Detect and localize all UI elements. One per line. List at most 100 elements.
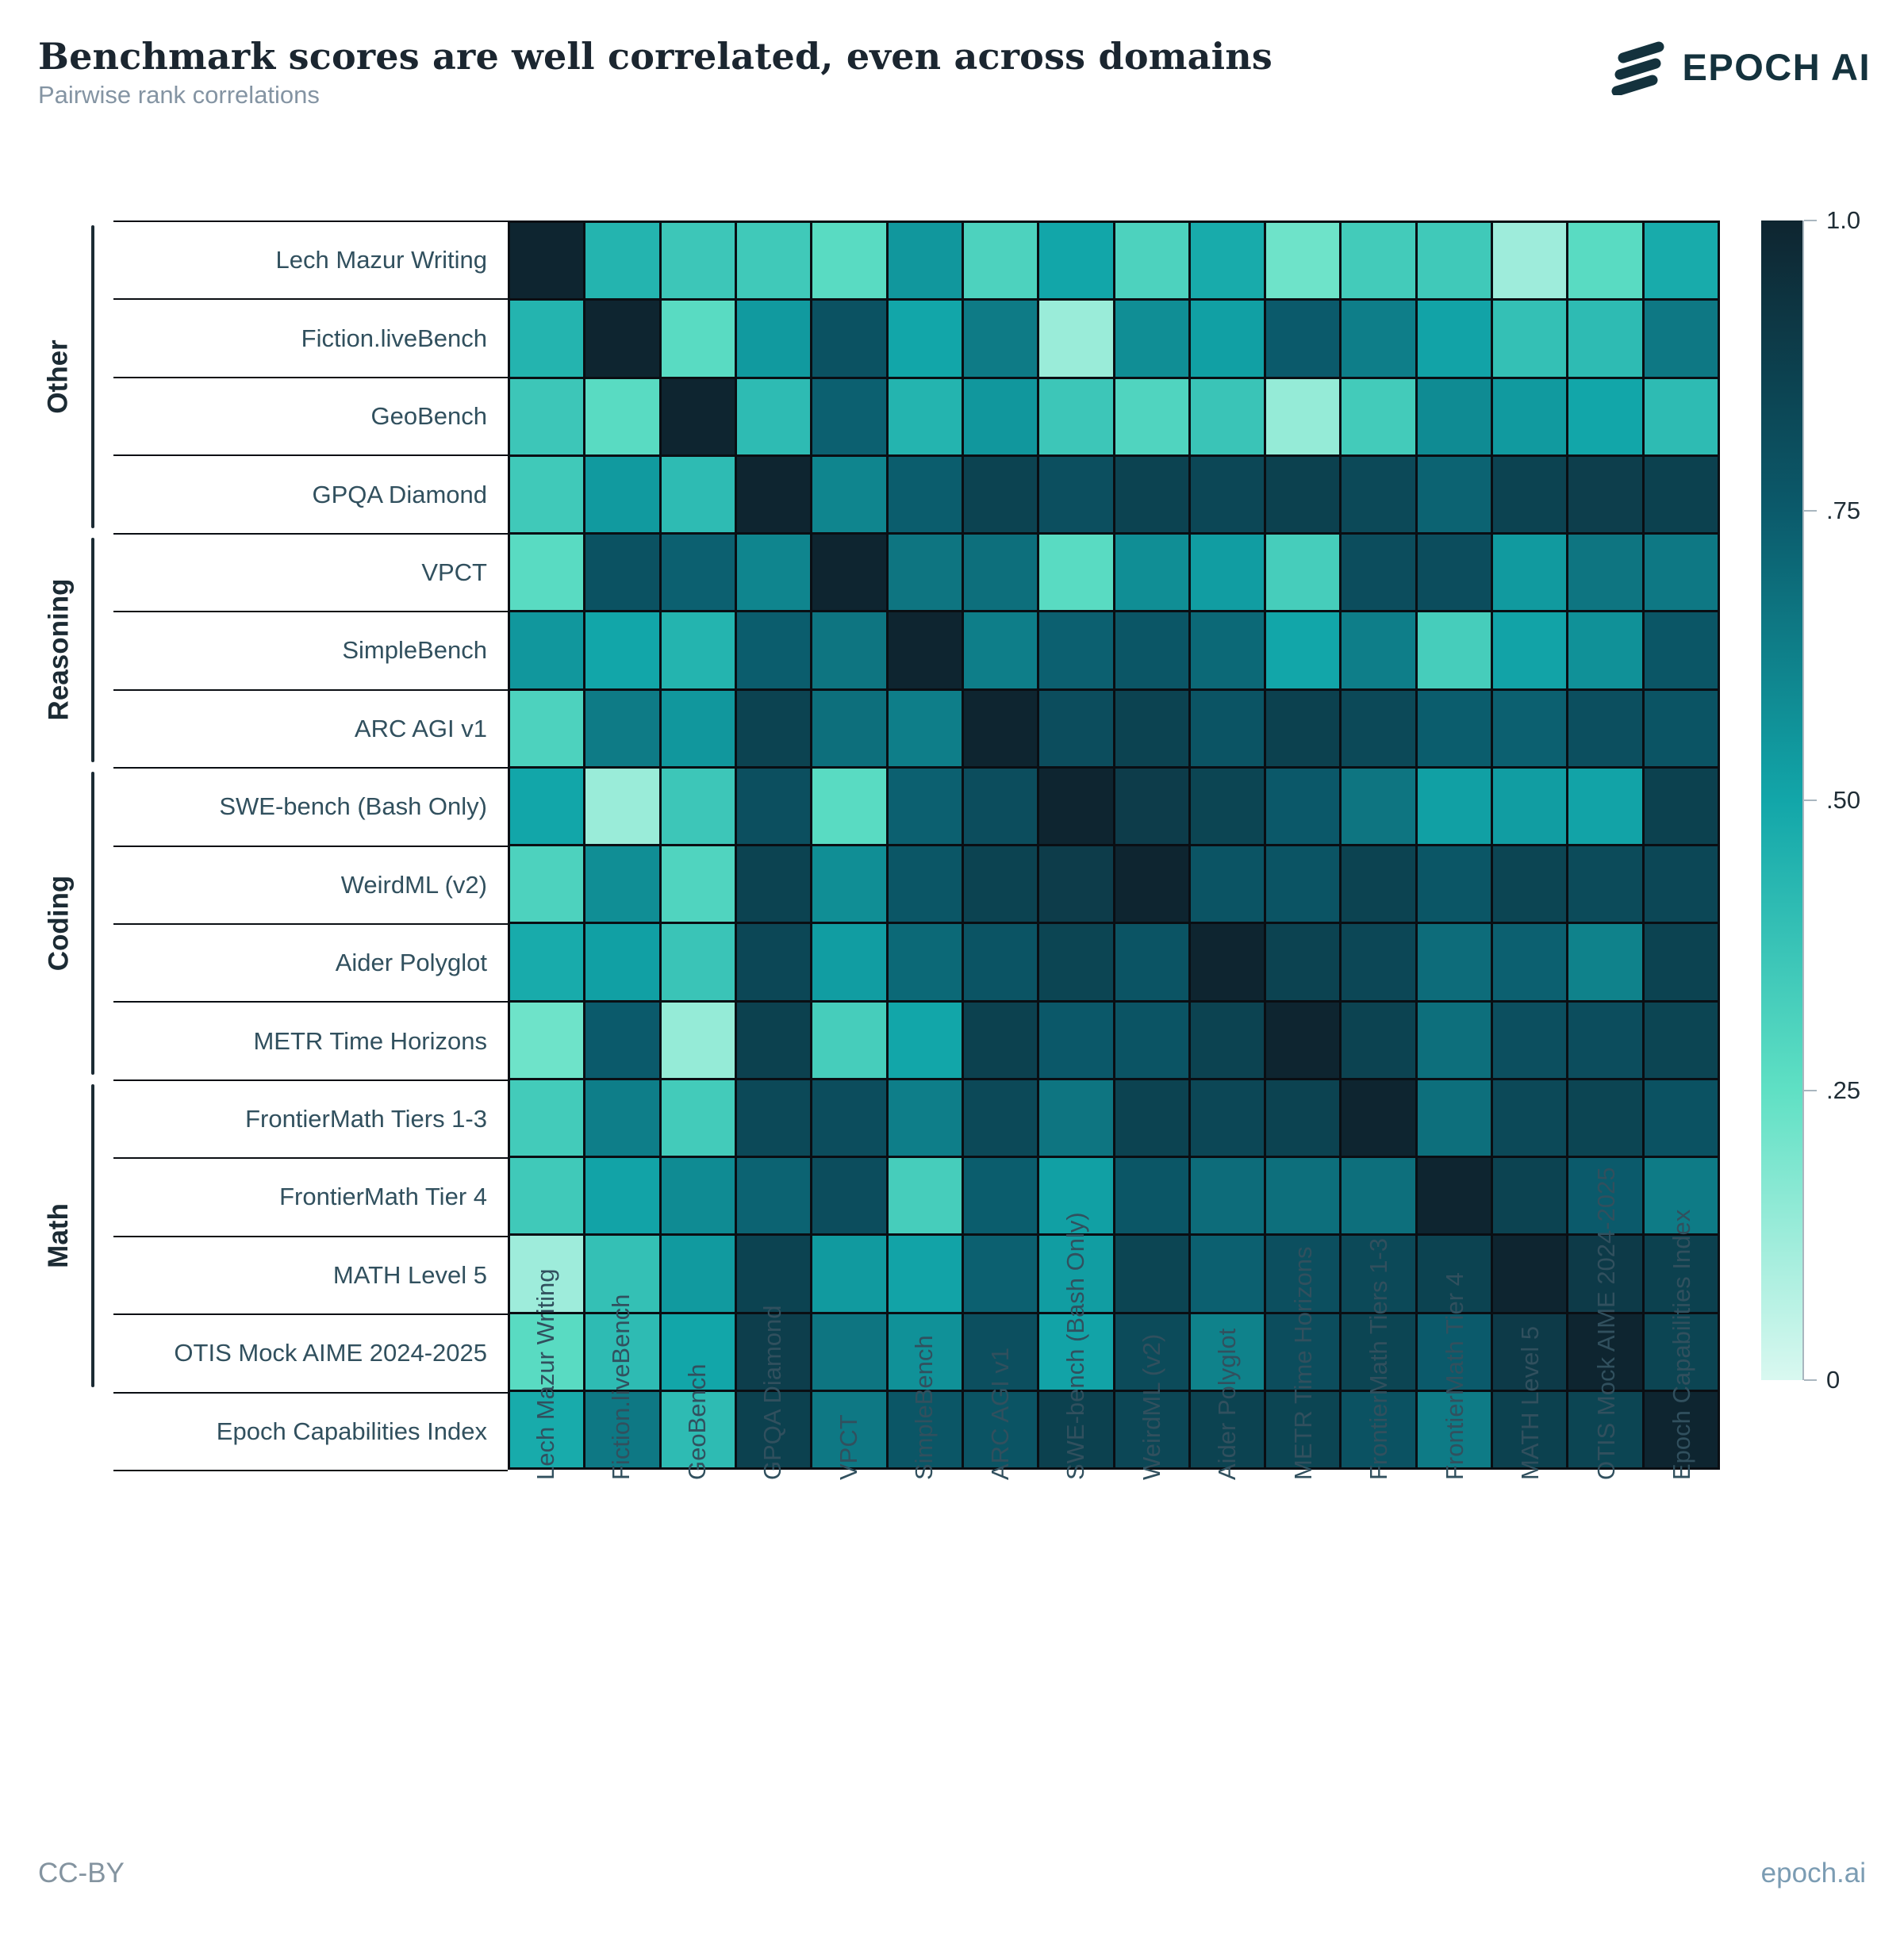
row-label: Epoch Capabilities Index bbox=[216, 1417, 487, 1445]
row-label: ARC AGI v1 bbox=[354, 714, 487, 742]
heatmap-cell bbox=[1190, 768, 1265, 844]
row-label: SWE-bench (Bash Only) bbox=[219, 792, 487, 821]
row-label-box: SimpleBench bbox=[113, 612, 508, 691]
heatmap-cell bbox=[1190, 378, 1265, 454]
heatmap-cell bbox=[888, 1158, 962, 1234]
heatmap-cell bbox=[1190, 1313, 1265, 1390]
row-label: Lech Mazur Writing bbox=[275, 246, 487, 274]
group-bracket-other bbox=[91, 225, 94, 528]
row-label: GPQA Diamond bbox=[312, 480, 487, 508]
heatmap-cell bbox=[963, 1002, 1038, 1078]
row-label-box: Aider Polyglot bbox=[113, 925, 508, 1003]
column-label: MATH Level 5 bbox=[1516, 1325, 1545, 1480]
heatmap-cell bbox=[1568, 535, 1642, 611]
heatmap-cell bbox=[1039, 1158, 1113, 1234]
heatmap-cell bbox=[1493, 1079, 1567, 1156]
heatmap-cell bbox=[736, 924, 811, 1000]
heatmap-cell bbox=[1644, 1079, 1718, 1156]
heatmap-cell bbox=[1266, 612, 1340, 688]
heatmap-cell bbox=[1568, 378, 1642, 454]
heatmap-cell bbox=[585, 1079, 659, 1156]
colorbar-tick-label: .25 bbox=[1826, 1076, 1861, 1104]
heatmap-cell bbox=[1417, 1079, 1491, 1156]
correlation-heatmap bbox=[508, 220, 1720, 1470]
heatmap-cell bbox=[888, 1079, 962, 1156]
heatmap-cell bbox=[585, 301, 659, 377]
column-label: FrontierMath Tier 4 bbox=[1440, 1272, 1468, 1480]
heatmap-cell bbox=[1190, 456, 1265, 532]
heatmap-cell bbox=[812, 1391, 886, 1467]
heatmap-cell bbox=[1493, 690, 1567, 766]
row-label-box: VPCT bbox=[113, 535, 508, 613]
heatmap-cell bbox=[1342, 768, 1415, 844]
column-label: Aider Polyglot bbox=[1213, 1328, 1242, 1480]
heatmap-cell bbox=[585, 535, 659, 611]
heatmap-cell bbox=[1115, 301, 1188, 377]
heatmap-cell bbox=[510, 768, 584, 844]
heatmap-cell bbox=[661, 1158, 735, 1234]
colorbar-tick bbox=[1804, 509, 1817, 512]
colorbar-tick-label: 0 bbox=[1826, 1366, 1841, 1394]
heatmap-cell bbox=[888, 301, 962, 377]
heatmap-cell bbox=[736, 1313, 811, 1390]
heatmap-cell bbox=[1115, 1236, 1188, 1312]
heatmap-cell bbox=[1568, 223, 1642, 299]
heatmap-cell bbox=[1266, 846, 1340, 922]
heatmap-cell bbox=[963, 1391, 1038, 1467]
heatmap-cell bbox=[510, 223, 584, 299]
heatmap-cell bbox=[1115, 1079, 1188, 1156]
heatmap-cell bbox=[1115, 768, 1188, 844]
heatmap-cell bbox=[812, 223, 886, 299]
heatmap-cell bbox=[1115, 1002, 1188, 1078]
heatmap-cell bbox=[963, 301, 1038, 377]
epoch-ai-logo-text: EPOCH AI bbox=[1682, 45, 1871, 88]
epoch-ai-logo-icon bbox=[1611, 41, 1664, 95]
heatmap-cell bbox=[1115, 1313, 1188, 1390]
heatmap-cell bbox=[1493, 456, 1567, 532]
heatmap-cell bbox=[1342, 690, 1415, 766]
column-label: ARC AGI v1 bbox=[985, 1347, 1014, 1480]
heatmap-cell bbox=[1417, 1236, 1491, 1312]
heatmap-cell bbox=[963, 1158, 1038, 1234]
heatmap-cell bbox=[510, 690, 584, 766]
heatmap-cell bbox=[1493, 612, 1567, 688]
heatmap-cell bbox=[1190, 846, 1265, 922]
heatmap-cell bbox=[1039, 924, 1113, 1000]
heatmap-cell bbox=[510, 1079, 584, 1156]
row-label-box: GeoBench bbox=[113, 378, 508, 457]
heatmap-cell bbox=[963, 223, 1038, 299]
column-label: WeirdML (v2) bbox=[1137, 1333, 1165, 1480]
row-label-box: GPQA Diamond bbox=[113, 456, 508, 535]
heatmap-cell bbox=[585, 1391, 659, 1467]
heatmap-cell bbox=[1644, 768, 1718, 844]
heatmap-cell bbox=[1190, 1391, 1265, 1467]
heatmap-cell bbox=[1115, 1391, 1188, 1467]
heatmap-cell bbox=[812, 456, 886, 532]
heatmap-cell bbox=[888, 535, 962, 611]
heatmap-cell bbox=[1039, 1236, 1113, 1312]
heatmap-cell bbox=[1115, 456, 1188, 532]
row-label-box: Epoch Capabilities Index bbox=[113, 1394, 508, 1471]
heatmap-cell bbox=[1417, 612, 1491, 688]
heatmap-cell bbox=[1190, 612, 1265, 688]
heatmap-cell bbox=[1266, 456, 1340, 532]
heatmap-cell bbox=[1190, 535, 1265, 611]
heatmap-cell bbox=[510, 1158, 584, 1234]
colorbar-tick bbox=[1804, 1379, 1817, 1381]
heatmap-cell bbox=[1039, 768, 1113, 844]
heatmap-cell bbox=[661, 535, 735, 611]
heatmap-cell bbox=[585, 1002, 659, 1078]
heatmap-cell bbox=[510, 612, 584, 688]
column-label: FrontierMath Tiers 1-3 bbox=[1365, 1238, 1393, 1480]
heatmap-cell bbox=[1039, 1313, 1113, 1390]
site-link[interactable]: epoch.ai bbox=[1760, 1858, 1866, 1889]
heatmap-cell bbox=[888, 768, 962, 844]
row-label: MATH Level 5 bbox=[332, 1260, 487, 1289]
column-label: SWE-bench (Bash Only) bbox=[1061, 1212, 1090, 1480]
heatmap-cell bbox=[888, 456, 962, 532]
colorbar-tick-label: 1.0 bbox=[1826, 206, 1861, 234]
heatmap-cell bbox=[1266, 301, 1340, 377]
heatmap-cell bbox=[736, 1079, 811, 1156]
heatmap-cell bbox=[510, 1391, 584, 1467]
heatmap-cell bbox=[1266, 535, 1340, 611]
